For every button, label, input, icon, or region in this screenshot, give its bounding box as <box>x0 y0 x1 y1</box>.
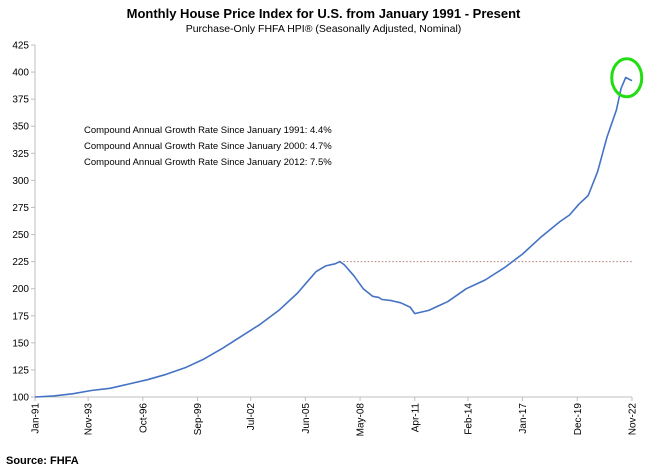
annotation-text: Compound Annual Growth Rate Since Januar… <box>84 141 332 152</box>
hpi-series-line <box>34 76 633 398</box>
y-tick-label: 225 <box>12 257 29 268</box>
x-tick-label: Apr-11 <box>410 403 421 433</box>
y-tick-label: 150 <box>12 338 29 349</box>
y-tick-label: 425 <box>12 41 29 52</box>
y-tick-label: 100 <box>12 393 29 404</box>
y-tick-label: 125 <box>12 365 29 376</box>
x-tick-label: Nov-22 <box>628 403 639 436</box>
series-group <box>34 76 633 398</box>
x-tick-label: Sep-99 <box>193 403 204 436</box>
x-tick-label: Jul-02 <box>246 403 257 431</box>
annotations: Compound Annual Growth Rate Since Januar… <box>84 125 332 168</box>
x-tick-label: Jan-91 <box>31 403 42 434</box>
y-tick-label: 275 <box>12 203 29 214</box>
y-tick-label: 400 <box>12 68 29 79</box>
x-tick-label: Nov-93 <box>84 403 95 436</box>
x-tick-label: Jun-05 <box>301 403 312 434</box>
highlight-circle <box>610 57 644 99</box>
y-tick-label: 375 <box>12 95 29 106</box>
y-tick-label: 175 <box>12 311 29 322</box>
x-tick-label: Dec-19 <box>573 403 584 436</box>
chart-title: Monthly House Price Index for U.S. from … <box>126 6 521 21</box>
x-tick-label: Jan-17 <box>518 403 529 434</box>
annotation-text: Compound Annual Growth Rate Since Januar… <box>84 157 332 168</box>
annotation-text: Compound Annual Growth Rate Since Januar… <box>84 125 332 136</box>
y-tick-label: 250 <box>12 230 29 241</box>
source-note: Source: FHFA <box>6 455 79 467</box>
y-axis: 100 125 150 175 200 225 250 275 300 325 350 375 400 4… <box>12 41 36 404</box>
x-tick-label: May-08 <box>356 403 367 437</box>
y-tick-label: 350 <box>12 122 29 133</box>
highlight-group <box>610 57 644 99</box>
x-tick-label: Feb-14 <box>463 403 474 435</box>
chart-subtitle: Purchase-Only FHFA HPI® (Seasonally Adju… <box>185 23 462 35</box>
y-tick-label: 300 <box>12 176 29 187</box>
y-tick-label: 325 <box>12 149 29 160</box>
x-tick-label: Oct-96 <box>138 403 149 433</box>
x-axis: Jan-91 Nov-93 Oct-96 Sep-99 Jul-02 Jun-05 May-… <box>31 396 639 437</box>
y-tick-label: 200 <box>12 284 29 295</box>
